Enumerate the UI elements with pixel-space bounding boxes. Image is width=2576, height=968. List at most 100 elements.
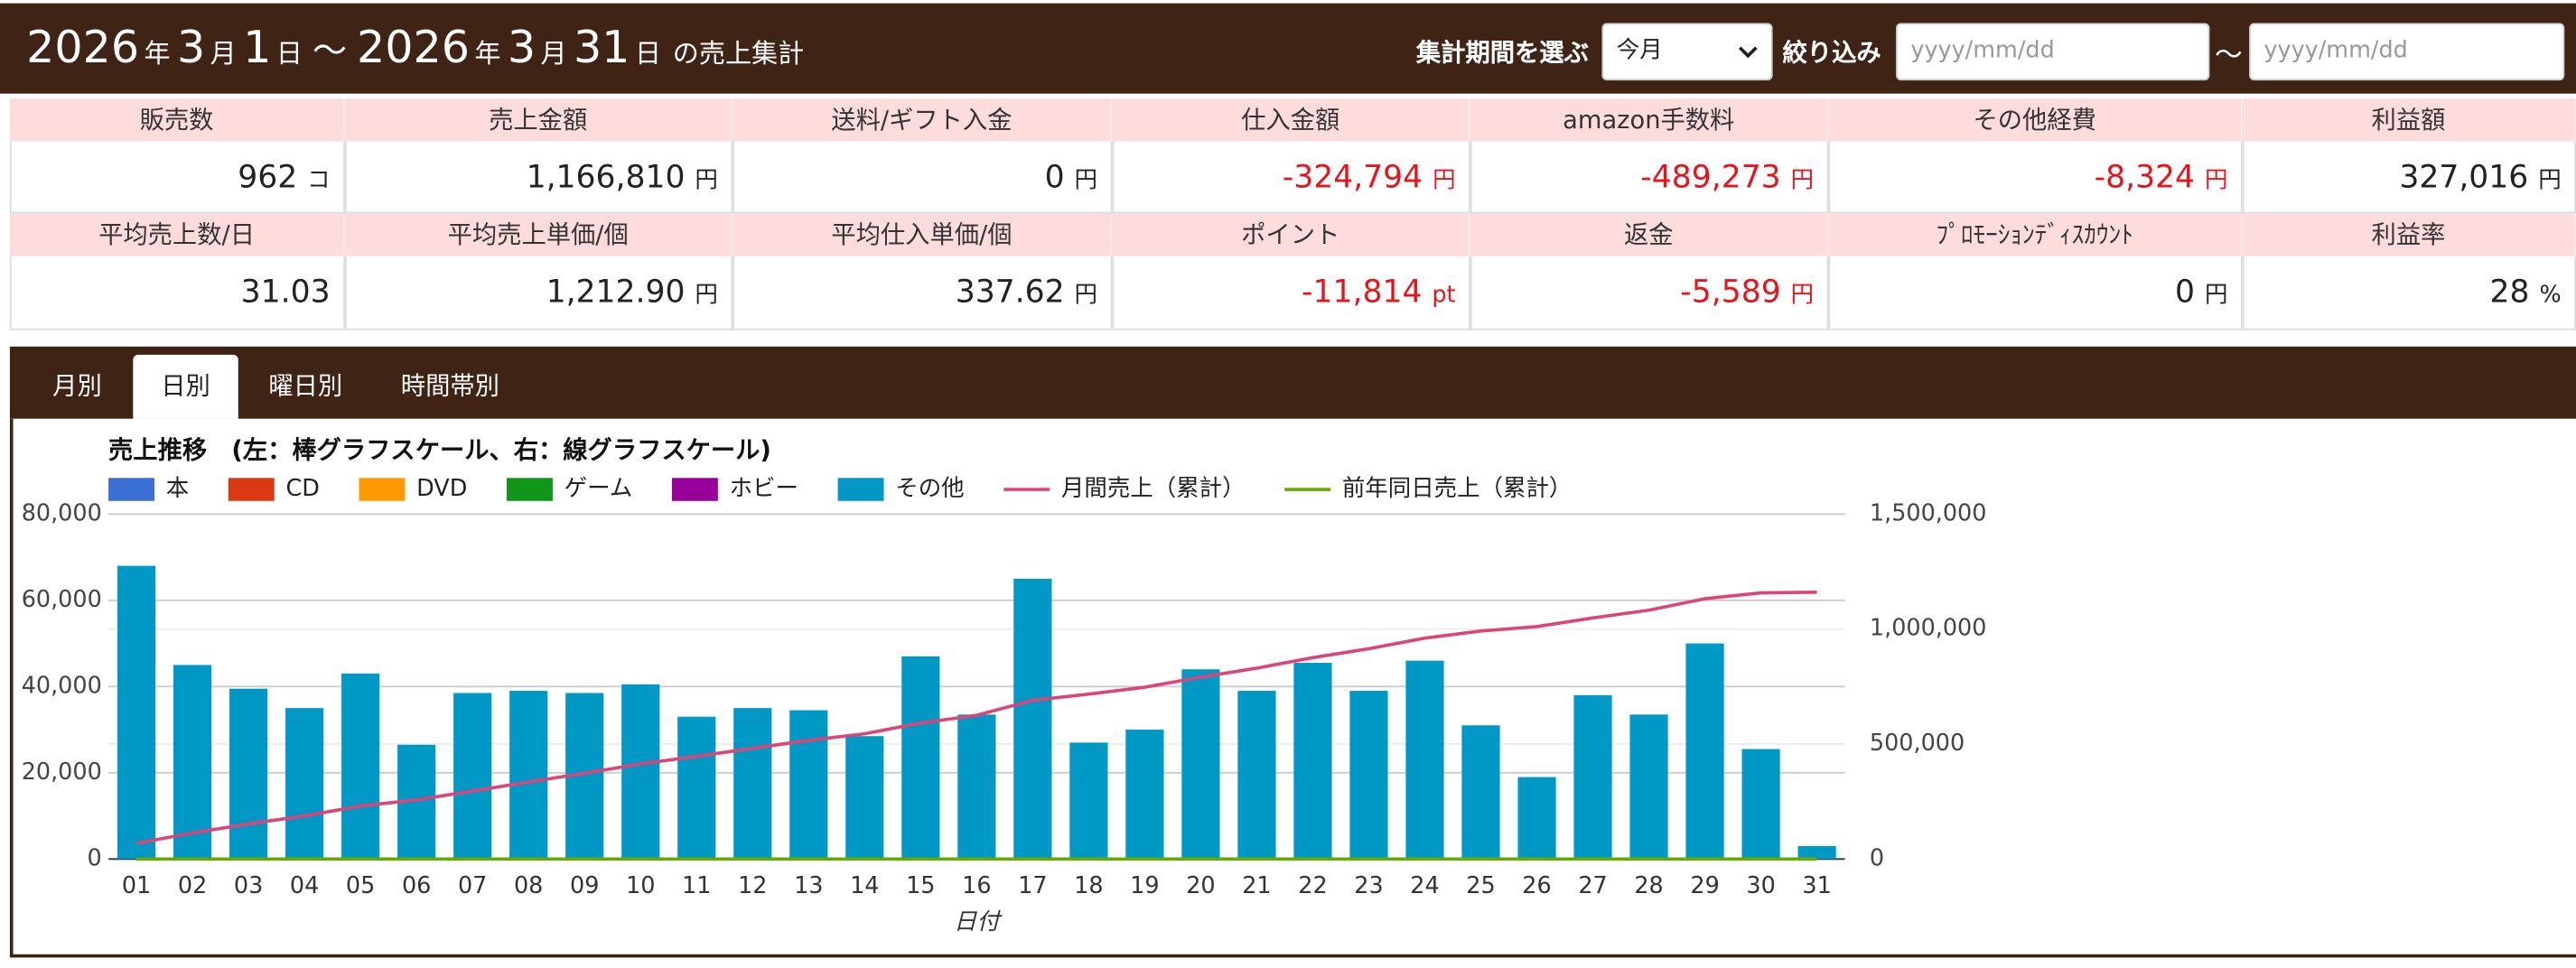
summary-label: 平均売上単価/個 [344,213,733,256]
summary-unit: 円 [2538,167,2562,194]
y2-tick-label: 1,000,000 [1870,615,1987,642]
x-tick-label: 26 [1522,872,1551,899]
x-tick-label: 09 [570,872,599,899]
summary-value: 0 [2175,274,2196,311]
summary-label: amazon手数料 [1470,98,1829,142]
bar [229,688,268,860]
summary-cell: 31.03 [9,256,345,330]
bar [1181,669,1220,860]
day: 31 [573,23,630,74]
date-from-input[interactable]: yyyy/mm/dd [1896,23,2210,81]
x-tick-label: 02 [178,872,207,899]
unit: 月 [210,37,237,70]
bar [1293,663,1332,860]
period-title: 2026 年 3 月 1 日～ 2026 年 3 月 31 日の売上集計 [26,23,810,73]
bar [341,673,380,860]
summary-label: 返金 [1470,213,1829,256]
summary-unit: 円 [2204,282,2228,309]
unit: 日 [275,37,303,70]
summary-value: 0 [1044,159,1065,196]
tab[interactable]: 月別 [52,371,102,401]
summary-value: -324,794 [1282,159,1423,196]
header-bar: 2026 年 3 月 1 日～ 2026 年 3 月 31 日の売上集計 集計期間を選ぶ 今月 絞り込… [0,3,2576,94]
tab[interactable]: 日別 [133,354,238,419]
tab[interactable]: 曜日別 [268,371,343,401]
summary-cell: 1,212.90 円 [344,256,733,330]
bar [453,693,492,860]
summary-unit: コ [307,167,331,194]
legend-swatch [228,478,275,501]
summary-value: 28 [2489,274,2530,311]
summary-label: 利益率 [2242,213,2576,256]
summary-unit: 円 [1074,167,1098,194]
x-tick-label: 16 [962,872,991,899]
bar [1125,730,1164,860]
summary-value: 31.03 [240,274,331,311]
caret [1738,46,1758,59]
legend-label: DVD [416,475,467,502]
x-tick-label: 03 [234,872,263,899]
summary-value: -11,814 [1302,274,1423,311]
date-to-input[interactable]: yyyy/mm/dd [2249,23,2565,81]
bar [1685,643,1724,860]
summary-unit: % [2539,282,2562,309]
summary-label: 平均売上数/日 [9,213,345,256]
x-tick-label: 28 [1634,872,1663,899]
summary-value: -489,273 [1640,159,1781,196]
legend-label: 本 [166,475,189,502]
legend-label: ホビー [730,475,798,502]
bar [1069,742,1108,860]
x-tick-label: 22 [1298,872,1327,899]
legend-label: ゲーム [565,475,633,502]
period-select[interactable]: 今月 [1601,23,1773,81]
bar [677,716,716,860]
summary-cell: -5,589 円 [1470,256,1829,330]
summary-label: 送料/ギフト入金 [733,98,1113,142]
period-label: 集計期間を選ぶ [1415,37,1589,68]
x-tick-label: 25 [1466,872,1495,899]
y2-tick-label: 500,000 [1870,730,1965,757]
x-tick-label: 14 [850,872,879,899]
summary-cell: 337.62 円 [733,256,1113,330]
summary-label: 平均仕入単価/個 [733,213,1113,256]
x-tick-label: 11 [682,872,711,899]
x-tick-label: 04 [290,872,319,899]
x-tick-label: 17 [1018,872,1047,899]
legend-label: 月間売上（累計） [1061,475,1246,502]
suffix: の売上集計 [672,37,805,70]
unit: 月 [540,37,567,70]
tab-bar: 月別 日別 曜日別 時間帯別 [9,346,2576,419]
x-tick-label: 29 [1690,872,1719,899]
bar [285,708,324,860]
unit: 日 [634,37,662,70]
x-tick-label: 12 [738,872,767,899]
y-tick-label: 80,000 [22,499,102,526]
legend-swatch [108,478,154,501]
y2-tick-label: 0 [1870,844,1884,871]
bar [621,684,660,860]
y-tick-label: 0 [88,844,102,871]
summary-value: -8,324 [2094,159,2196,196]
summary-cell: -11,814 pt [1112,256,1470,330]
bar [957,714,996,860]
separator: ～ [312,31,348,71]
line [135,590,1817,845]
bar [1741,749,1780,860]
summary-unit: pt [1432,282,1456,309]
x-tick-label: 30 [1746,872,1775,899]
year: 2026 [26,23,140,74]
bar [509,691,548,860]
summary-label: ポイント [1112,213,1470,256]
legend-label: CD [285,475,319,502]
bar [1573,694,1612,860]
x-tick-label: 19 [1130,872,1159,899]
bar [1461,725,1500,860]
x-tick-label: 05 [346,872,375,899]
bar [1237,691,1276,860]
tab[interactable]: 時間帯別 [400,371,499,401]
x-tick-label: 07 [458,872,487,899]
summary-cell: 327,016 円 [2242,141,2576,214]
